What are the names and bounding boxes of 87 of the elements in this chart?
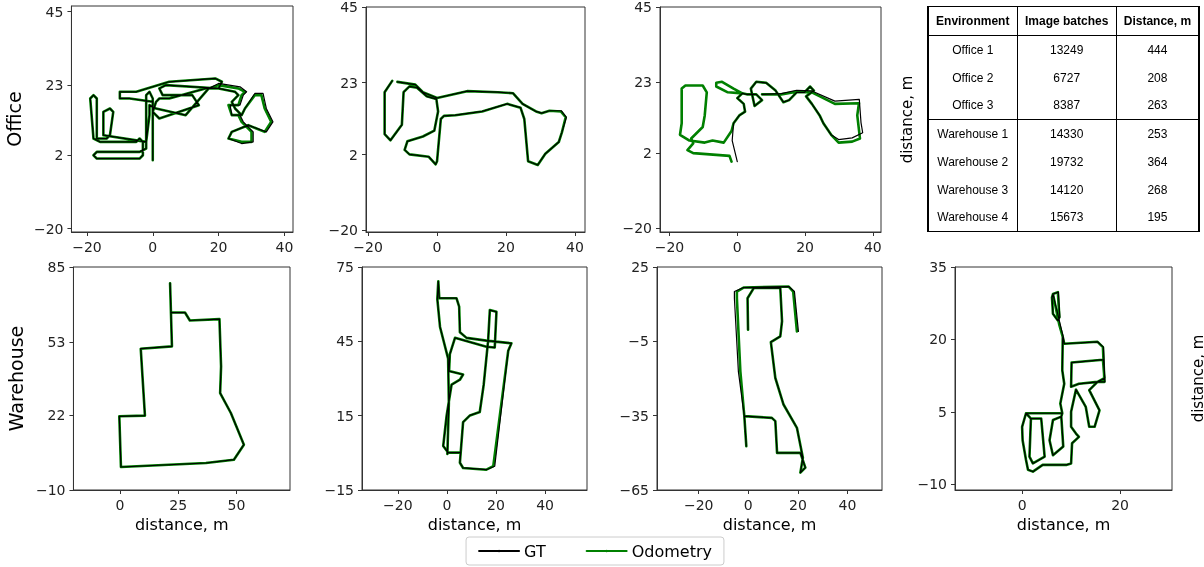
y-tick-label: 45 (634, 0, 652, 15)
y-tick-label: 5 (938, 403, 947, 420)
text: Image batches (1017, 7, 1117, 36)
x-tick-label: 0 (432, 239, 442, 255)
y-tick-label: 2 (643, 145, 652, 162)
x-tick-label: 40 (838, 497, 857, 513)
text: 19732 (1017, 148, 1117, 176)
y-tick-label: 23 (340, 74, 358, 91)
y-tick-label: 45 (45, 3, 64, 20)
text: Office 1 (928, 35, 1018, 64)
x-axis-title: distance, m (1016, 515, 1111, 535)
y-tick-label: 22 (47, 406, 66, 423)
x-tick-label: 40 (275, 239, 294, 255)
x-tick-label: 20 (1111, 497, 1129, 513)
y-tick-label: −15 (324, 482, 354, 498)
text: Warehouse 3 (928, 175, 1018, 204)
y-axis-title: Warehouse (4, 325, 27, 432)
y-tick-label: −20 (622, 219, 652, 236)
x-tick-label: 40 (863, 239, 882, 255)
x-tick-label: 40 (566, 239, 584, 255)
legend-label: Odometry (631, 541, 712, 561)
text: 14120 (1017, 175, 1117, 204)
legend-label: GT (524, 541, 546, 561)
y2-axis-title: distance, m (1188, 334, 1204, 423)
y-tick-label: −20 (33, 220, 64, 237)
text: 253 (1116, 119, 1199, 149)
y2-axis-title: distance, m (897, 75, 916, 164)
y-tick-label: −65 (619, 482, 649, 498)
y-tick-label: −5 (628, 333, 649, 350)
text: 195 (1116, 203, 1199, 231)
text: Environment (928, 7, 1018, 36)
x-tick-label: 20 (487, 497, 505, 513)
x-axis-title: distance, m (134, 515, 229, 535)
x-tick-label: −20 (72, 239, 102, 255)
x-tick-label: 50 (227, 497, 246, 513)
y-tick-label: 75 (336, 259, 354, 275)
text: 14330 (1017, 119, 1117, 149)
text: 6727 (1017, 63, 1117, 92)
text: 263 (1116, 91, 1199, 120)
x-tick-label: −20 (353, 239, 383, 255)
y-tick-label: −10 (917, 476, 947, 493)
x-axis-title: distance, m (722, 515, 817, 535)
text: Office 2 (928, 63, 1018, 92)
y-tick-label: 53 (47, 334, 66, 351)
text: 208 (1116, 63, 1199, 92)
x-tick-label: 0 (1017, 497, 1027, 513)
x-tick-label: 0 (743, 497, 753, 513)
text: 268 (1116, 175, 1199, 204)
x-tick-label: −20 (654, 239, 685, 255)
x-tick-label: 20 (796, 239, 814, 255)
text: 444 (1116, 35, 1199, 64)
x-tick-label: 0 (115, 497, 125, 513)
x-tick-label: 0 (732, 239, 742, 255)
x-tick-label: −20 (383, 497, 413, 513)
x-axis-title: distance, m (427, 515, 522, 535)
y-axis-title: Office (2, 91, 25, 147)
y-tick-label: 2 (54, 147, 64, 164)
text: Office 3 (928, 91, 1018, 120)
y-tick-label: 85 (47, 259, 66, 275)
y-tick-label: 2 (349, 146, 358, 163)
y-tick-label: 25 (631, 259, 649, 275)
y-tick-label: 20 (929, 331, 947, 348)
x-tick-label: 0 (148, 239, 158, 255)
x-tick-label: 20 (209, 239, 228, 255)
y-tick-label: 23 (634, 73, 652, 90)
y-tick-label: 15 (336, 407, 354, 424)
y-tick-label: 45 (340, 0, 358, 15)
y-tick-label: 45 (336, 333, 354, 350)
text: 364 (1116, 148, 1199, 176)
text: Distance, m (1116, 7, 1199, 36)
x-tick-label: −20 (683, 497, 714, 513)
x-tick-label: 20 (788, 497, 807, 513)
text: Warehouse 4 (928, 203, 1018, 231)
x-tick-label: 40 (536, 497, 554, 513)
x-tick-label: 20 (497, 239, 515, 255)
x-tick-label: 0 (442, 497, 452, 513)
y-tick-label: −20 (328, 222, 358, 239)
text: 13249 (1017, 35, 1117, 64)
text: Warehouse 2 (928, 148, 1018, 176)
y-tick-label: 23 (45, 77, 64, 94)
text: Warehouse 1 (928, 119, 1018, 149)
y-tick-label: −10 (35, 482, 66, 498)
x-tick-label: 25 (169, 497, 188, 513)
y-tick-label: 35 (929, 259, 947, 275)
text: 8387 (1017, 91, 1117, 120)
text: 15673 (1017, 203, 1117, 231)
y-tick-label: −35 (619, 407, 649, 424)
